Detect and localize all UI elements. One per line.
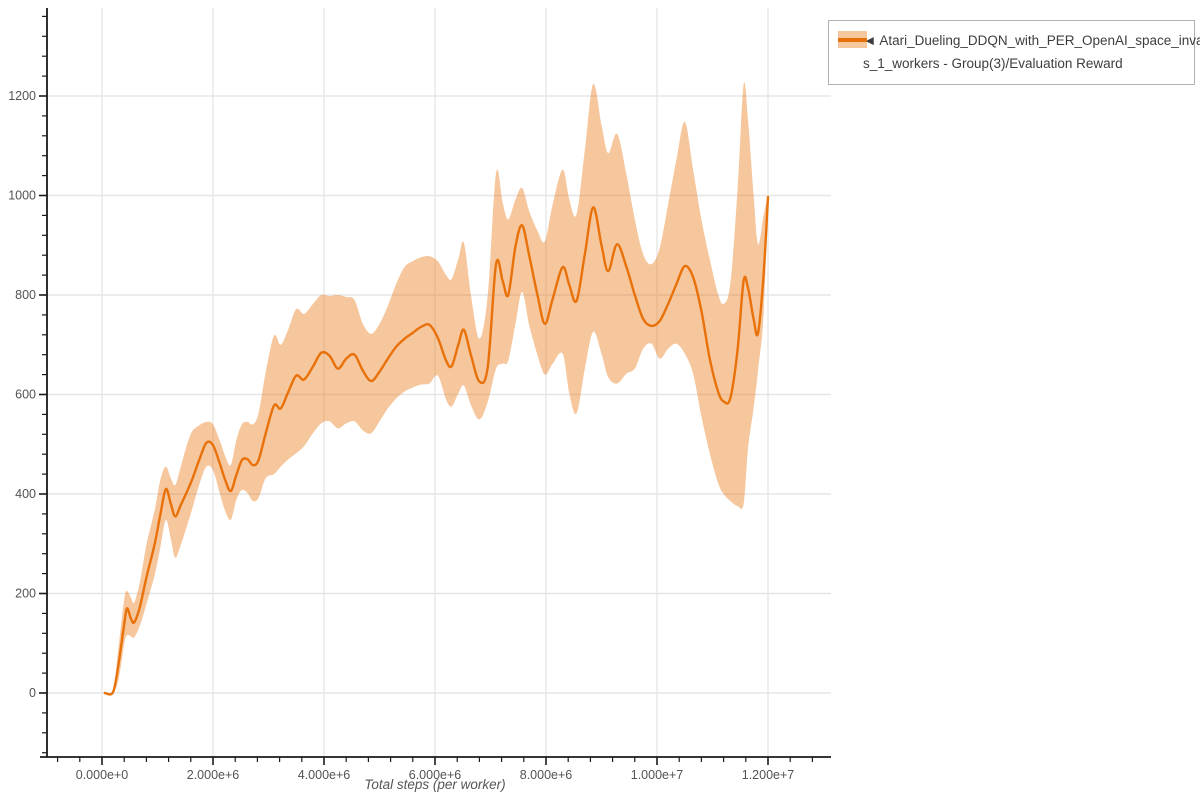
x-tick-label: 2.000e+6 (187, 768, 240, 782)
legend-label-line2: s_1_workers - Group(3)/Evaluation Reward (863, 56, 1123, 71)
x-tick-label: 0.000e+0 (76, 768, 129, 782)
y-tick-label: 400 (15, 487, 36, 501)
y-tick-label: 200 (15, 587, 36, 601)
gridlines (47, 8, 831, 757)
x-tick-label: 6.000e+6 (409, 768, 462, 782)
x-tick-label: 4.000e+6 (298, 768, 351, 782)
y-tick-label: 600 (15, 388, 36, 402)
y-tick-label: 1200 (8, 89, 36, 103)
confidence-band (104, 82, 768, 696)
y-tick-label: 1000 (8, 189, 36, 203)
legend-item-evaluation-reward[interactable]: ◄ Atari_Dueling_DDQN_with_PER_OpenAI_spa… (838, 29, 1200, 75)
x-tick-label: 1.000e+7 (631, 768, 684, 782)
y-tick-label: 800 (15, 288, 36, 302)
line-swatch (838, 38, 867, 42)
axis-ticks (39, 15, 814, 765)
tick-labels: 0.000e+0 2.000e+6 4.000e+6 6.000e+6 8.000e+6… (8, 89, 794, 782)
legend-box: ◄ Atari_Dueling_DDQN_with_PER_OpenAI_spa… (828, 20, 1200, 85)
y-tick-label: 0 (29, 686, 36, 700)
legend-label: ◄ Atari_Dueling_DDQN_with_PER_OpenAI_spa… (863, 29, 1200, 75)
legend-label-line1: ◄ Atari_Dueling_DDQN_with_PER_OpenAI_spa… (863, 33, 1200, 48)
series-line[interactable] (103, 195, 770, 696)
series-swatch-icon (838, 31, 867, 48)
x-axis-title: Total steps (per worker) (364, 777, 505, 792)
x-tick-label: 1.200e+7 (742, 768, 795, 782)
x-tick-label: 8.000e+6 (520, 768, 573, 782)
